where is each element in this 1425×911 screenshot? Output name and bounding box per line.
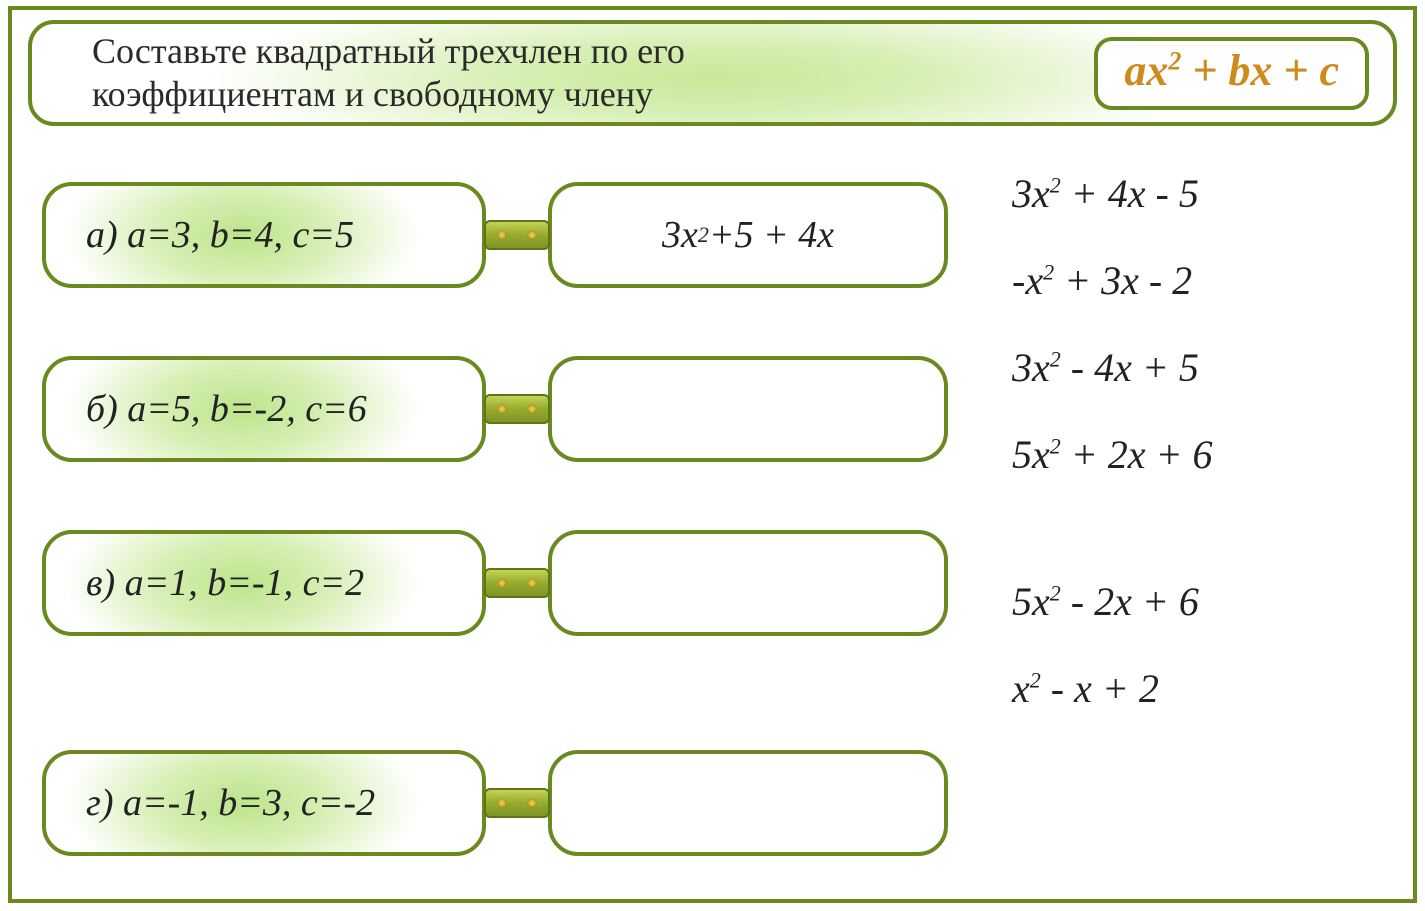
instruction-line-2: коэффициентам и свободному члену xyxy=(92,74,653,114)
prompt-b: б) a=5, b=-2, c=6 xyxy=(42,356,486,462)
answer-slot-b[interactable] xyxy=(548,356,948,462)
formula-badge: ax2 + bx + c xyxy=(1094,37,1369,110)
connector-icon xyxy=(484,788,550,818)
main-frame: Составьте квадратный трехчлен по его коэ… xyxy=(8,6,1417,903)
option-5[interactable]: 5x2 - 2x + 6 xyxy=(1012,578,1402,625)
option-1[interactable]: 3x2 + 4x - 5 xyxy=(1012,170,1402,217)
prompt-a: а) a=3, b=4, c=5 xyxy=(42,182,486,288)
connector-icon xyxy=(484,394,550,424)
connector-icon xyxy=(484,220,550,250)
header-panel: Составьте квадратный трехчлен по его коэ… xyxy=(28,20,1397,126)
options-gap xyxy=(1012,518,1402,578)
options-column: 3x2 + 4x - 5 -x2 + 3x - 2 3x2 - 4x + 5 5… xyxy=(1012,170,1402,752)
instruction-text: Составьте квадратный трехчлен по его коэ… xyxy=(92,30,1094,116)
prompt-c: в) a=1, b=-1, c=2 xyxy=(42,530,486,636)
problem-row-c: в) a=1, b=-1, c=2 xyxy=(42,530,962,636)
option-6[interactable]: x2 - x + 2 xyxy=(1012,665,1402,712)
option-2[interactable]: -x2 + 3x - 2 xyxy=(1012,257,1402,304)
answer-slot-d[interactable] xyxy=(548,750,948,856)
instruction-line-1: Составьте квадратный трехчлен по его xyxy=(92,31,685,71)
problem-row-a: а) a=3, b=4, c=5 3x2 +5 + 4x xyxy=(42,182,962,288)
option-3[interactable]: 3x2 - 4x + 5 xyxy=(1012,344,1402,391)
option-4[interactable]: 5x2 + 2x + 6 xyxy=(1012,431,1402,478)
connector-icon xyxy=(484,568,550,598)
problem-row-b: б) a=5, b=-2, c=6 xyxy=(42,356,962,462)
prompt-d: г) a=-1, b=3, c=-2 xyxy=(42,750,486,856)
problem-row-d: г) a=-1, b=3, c=-2 xyxy=(42,750,962,856)
answer-slot-c[interactable] xyxy=(548,530,948,636)
answer-slot-a[interactable]: 3x2 +5 + 4x xyxy=(548,182,948,288)
